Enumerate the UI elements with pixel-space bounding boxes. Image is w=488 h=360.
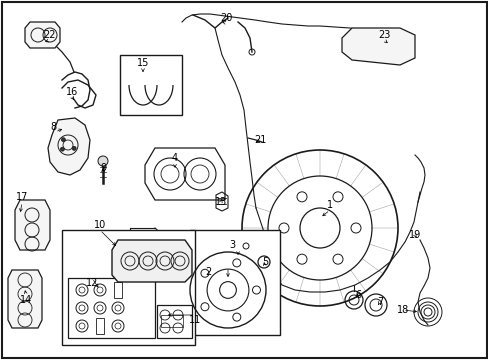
Text: 10: 10 [94, 220, 106, 230]
Text: 1: 1 [326, 200, 332, 210]
Text: 23: 23 [377, 30, 389, 40]
Text: 13: 13 [214, 197, 226, 207]
Text: 9: 9 [100, 163, 106, 173]
Text: 3: 3 [228, 240, 235, 250]
Bar [62, 230, 195, 345]
Text: 18: 18 [396, 305, 408, 315]
Text: 7: 7 [376, 297, 382, 307]
Polygon shape [15, 200, 50, 250]
Circle shape [61, 138, 65, 142]
Polygon shape [48, 118, 90, 175]
Text: 2: 2 [204, 267, 211, 277]
Polygon shape [8, 270, 42, 328]
Text: 14: 14 [20, 295, 32, 305]
Polygon shape [25, 22, 60, 48]
Text: 11: 11 [188, 315, 201, 325]
Bar [120, 55, 182, 115]
Text: 4: 4 [172, 153, 178, 163]
Circle shape [98, 156, 108, 166]
Bar [68, 278, 155, 338]
Circle shape [72, 147, 76, 150]
Circle shape [61, 147, 64, 151]
Bar [114, 282, 122, 298]
Bar [157, 305, 192, 338]
Text: 6: 6 [354, 290, 360, 300]
Text: 12: 12 [85, 278, 98, 288]
Text: 22: 22 [43, 30, 56, 40]
Text: 16: 16 [66, 87, 78, 97]
Text: 19: 19 [408, 230, 420, 240]
Text: 15: 15 [137, 58, 149, 68]
Text: 5: 5 [262, 257, 267, 267]
Polygon shape [341, 28, 414, 65]
Text: 21: 21 [253, 135, 265, 145]
Text: 17: 17 [16, 192, 28, 202]
Text: 8: 8 [50, 122, 56, 132]
Bar [190, 230, 280, 335]
Text: 20: 20 [220, 13, 232, 23]
Polygon shape [112, 240, 192, 282]
Bar [161, 315, 183, 327]
Bar [96, 318, 104, 334]
